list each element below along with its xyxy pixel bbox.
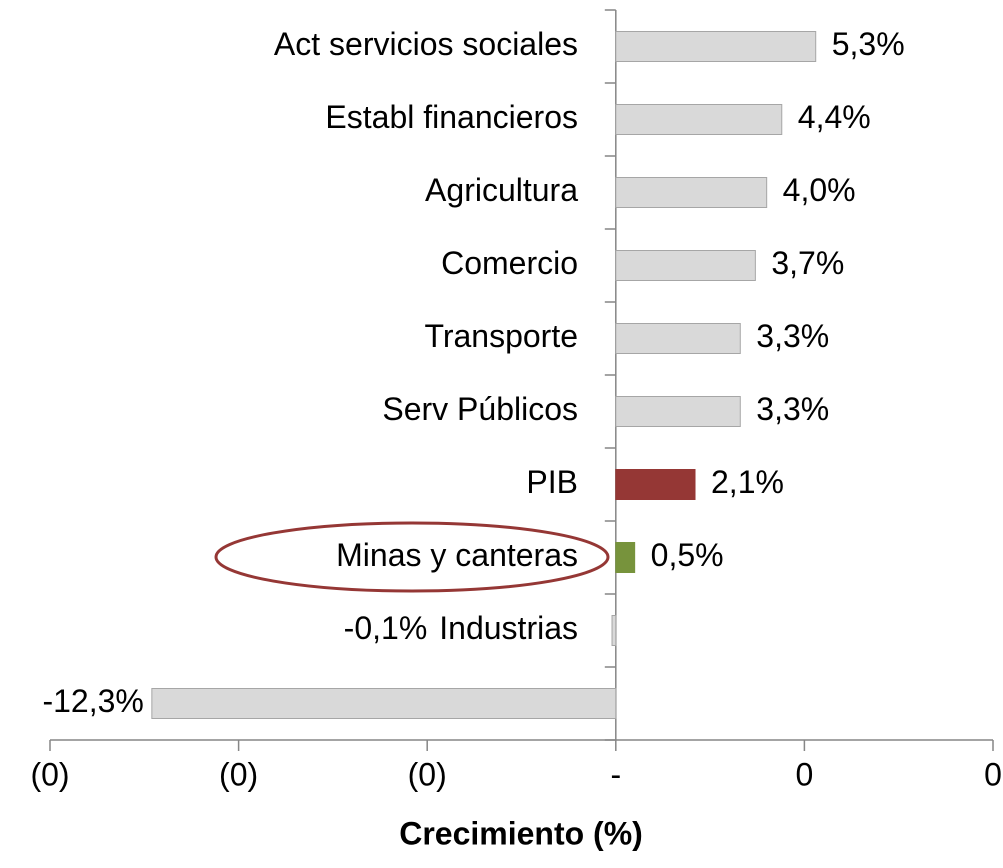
category-label: Serv Públicos (382, 391, 578, 427)
bar (615, 31, 817, 62)
x-axis-title: Crecimiento (%) (399, 815, 643, 851)
bar (615, 104, 783, 135)
bar (615, 250, 756, 281)
bar (151, 688, 617, 719)
x-tick-label: 0 (796, 756, 814, 792)
highlight-ellipse (214, 521, 610, 593)
value-label: 4,4% (798, 99, 871, 135)
bar (615, 323, 741, 354)
bar (615, 396, 741, 427)
value-label: 3,3% (756, 391, 829, 427)
category-label: Establ financieros (325, 99, 578, 135)
category-label: PIB (526, 464, 578, 500)
bar (615, 542, 636, 573)
category-label: Minas y canteras (336, 537, 578, 573)
bar (615, 469, 696, 500)
value-label: -12,3% (42, 683, 143, 719)
value-label: 3,3% (756, 318, 829, 354)
value-label: 2,1% (711, 464, 784, 500)
bar (615, 177, 768, 208)
value-label: 3,7% (771, 245, 844, 281)
category-label: Comercio (441, 245, 578, 281)
category-label: Agricultura (425, 172, 578, 208)
category-label: Industrias (439, 610, 578, 646)
value-label: 5,3% (832, 26, 905, 62)
value-label: -0,1% (344, 610, 428, 646)
value-label: 0,5% (651, 537, 724, 573)
x-tick-label: (0) (408, 756, 447, 792)
value-label: 4,0% (783, 172, 856, 208)
category-label: Transporte (424, 318, 578, 354)
x-tick-label: 0 (984, 756, 1002, 792)
x-tick-label: - (610, 756, 621, 792)
category-label: Act servicios sociales (274, 26, 578, 62)
bar (611, 615, 617, 646)
x-tick-label: (0) (30, 756, 69, 792)
x-tick-label: (0) (219, 756, 258, 792)
